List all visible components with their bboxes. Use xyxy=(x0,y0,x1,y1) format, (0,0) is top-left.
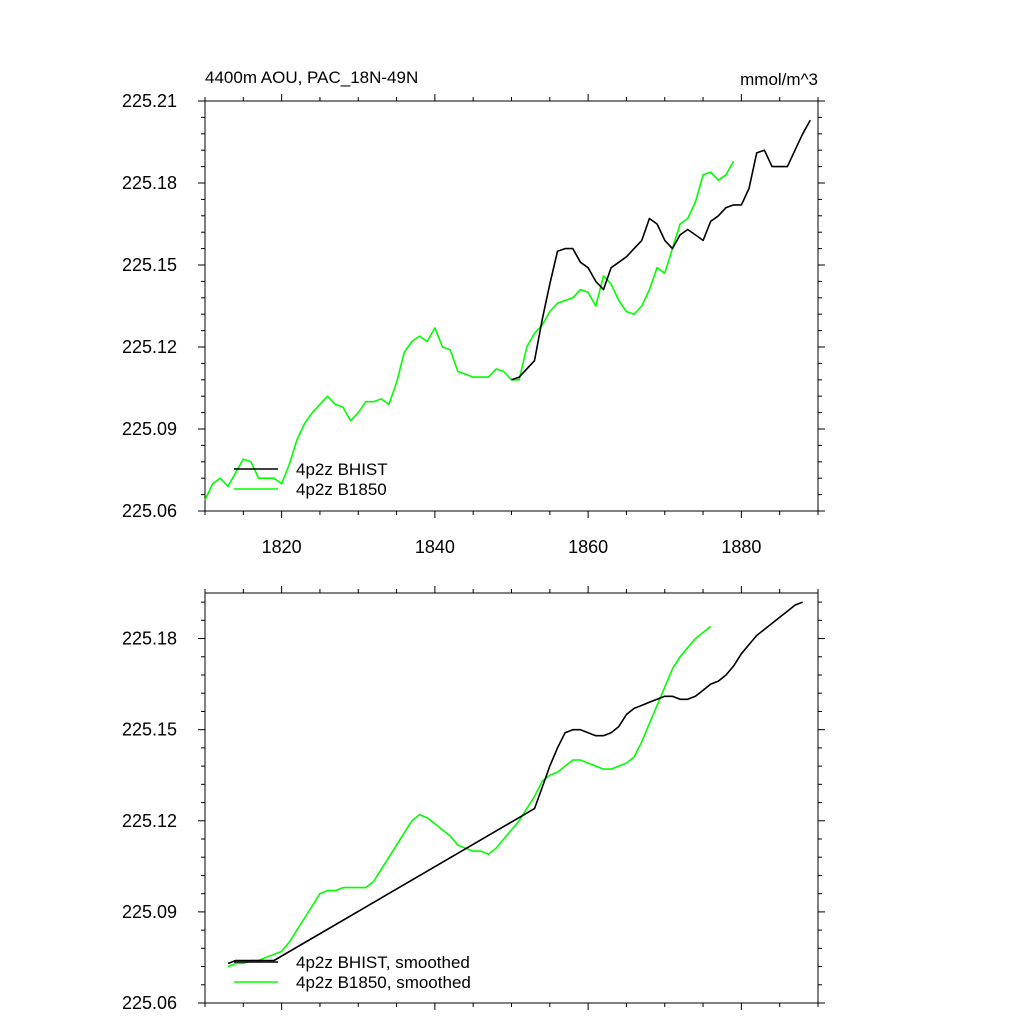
series-lines-bottom xyxy=(227,601,803,968)
y-tick-label: 225.06 xyxy=(122,993,177,1013)
y-tick-label: 225.15 xyxy=(122,720,177,740)
plot-frame-bottom xyxy=(204,592,819,1004)
legend-label-bhist-smoothed: 4p2z BHIST, smoothed xyxy=(296,953,470,972)
panel-top: 4400m AOU, PAC_18N-49N mmol/m^3 1820 1840… xyxy=(122,68,825,557)
axis-ticks-top: 1820 1840 1860 1880 225.06 225.09 225.12 225.15… xyxy=(122,91,825,557)
plot-frame-top xyxy=(204,100,819,512)
x-tick-label: 1860 xyxy=(568,537,608,557)
y-tick-label: 225.15 xyxy=(122,255,177,275)
y-tick-label: 225.12 xyxy=(122,811,177,831)
y-tick-label: 225.09 xyxy=(122,419,177,439)
y-tick-label: 225.06 xyxy=(122,501,177,521)
axis-ticks-bottom: 225.06 225.09 225.12 225.15 225.18 xyxy=(122,586,825,1013)
chart-units-label: mmol/m^3 xyxy=(740,70,818,89)
y-tick-label: 225.18 xyxy=(122,629,177,649)
series-line-top-b1850 xyxy=(204,160,735,501)
legend-label-bhist: 4p2z BHIST xyxy=(296,460,388,479)
series-line-bottom-bhist xyxy=(227,601,803,965)
series-line-top-bhist xyxy=(511,119,811,381)
x-tick-label: 1840 xyxy=(415,537,455,557)
y-tick-label: 225.18 xyxy=(122,173,177,193)
chart-title-left: 4400m AOU, PAC_18N-49N xyxy=(205,68,418,87)
legend-label-b1850: 4p2z B1850 xyxy=(296,480,387,499)
legend-top: 4p2z BHIST 4p2z B1850 xyxy=(234,460,388,499)
x-tick-label: 1880 xyxy=(721,537,761,557)
legend-bottom: 4p2z BHIST, smoothed 4p2z B1850, smoothe… xyxy=(234,953,471,992)
panel-bottom: 225.06 225.09 225.12 225.15 225.18 4p2z BHIS… xyxy=(122,586,825,1013)
series-line-bottom-b1850 xyxy=(227,625,712,968)
y-tick-label: 225.12 xyxy=(122,337,177,357)
series-lines-top xyxy=(204,119,811,501)
y-tick-label: 225.09 xyxy=(122,902,177,922)
y-tick-label: 225.21 xyxy=(122,91,177,111)
x-tick-label: 1820 xyxy=(262,537,302,557)
legend-label-b1850-smoothed: 4p2z B1850, smoothed xyxy=(296,973,471,992)
